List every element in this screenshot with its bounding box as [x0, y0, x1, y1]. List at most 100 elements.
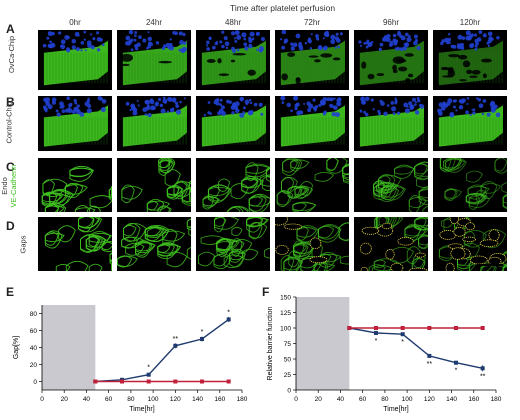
chart-f-annotation: ** — [427, 361, 433, 368]
chart-e-annotation: * — [147, 365, 150, 372]
time-label-72hr: 72hr — [303, 18, 320, 27]
chart-e: 0 20 40 60 80 100 120 140 160 180 0 20 40 60 80 Time[hr… — [13, 305, 248, 413]
chart-f-point — [480, 326, 485, 330]
scale-bar-a — [477, 83, 503, 85]
chart-f-y-tick-label: 100 — [280, 325, 291, 332]
row-label-ovca-chip: OvCa-Chip — [7, 35, 17, 74]
micrograph-b-0 — [38, 96, 112, 151]
chart-e-annotation: * — [201, 329, 204, 336]
micrograph-a-0 — [38, 30, 112, 90]
chart-f-y-tick-label: 25 — [284, 372, 292, 379]
chart-e-y-tick-label: 60 — [30, 328, 38, 335]
chart-e-y-tick-label: 40 — [30, 345, 38, 352]
chart-f-series-line-0 — [349, 327, 483, 369]
chart-f-ylabel: Relative barrier function — [267, 306, 274, 380]
chart-e-point — [120, 379, 124, 384]
micrograph-c-2 — [196, 158, 270, 212]
chart-f-point — [374, 330, 378, 335]
micrograph-b-3 — [275, 96, 349, 151]
panel-letter-e: E — [6, 285, 15, 299]
chart-f-x-tick-label: 40 — [337, 396, 345, 403]
scale-bar-d — [477, 264, 503, 266]
panel-letter-a: A — [6, 22, 15, 36]
chart-f-x-tick-label: 80 — [381, 396, 389, 403]
micrograph-b-4 — [354, 96, 428, 151]
chart-f: 0 20 40 60 80 100 120 140 160 180 0 25 50 75 100 125 150… — [267, 294, 502, 413]
micrograph-c-5 — [433, 158, 507, 212]
chart-f-x-tick-label: 60 — [359, 396, 367, 403]
micrograph-a-1 — [117, 30, 191, 90]
chart-f-point — [480, 366, 485, 371]
chart-f-x-tick-label: 120 — [424, 396, 435, 403]
chart-e-point — [200, 379, 204, 384]
chart-e-point — [226, 379, 231, 384]
chart-f-point — [454, 360, 458, 365]
micrograph-c-4 — [354, 158, 428, 212]
micrograph-d-0 — [38, 217, 112, 271]
chart-e-ylabel: Gap[%] — [13, 336, 20, 359]
chart-f-y-tick-label: 150 — [280, 294, 291, 301]
chart-e-point — [173, 343, 178, 348]
chart-f-annotation: * — [375, 338, 378, 345]
row-label-endo-vecadherin: Endo VE-Cadherin — [0, 163, 18, 209]
micrograph-d-4 — [354, 217, 428, 271]
chart-e-x-tick-label: 20 — [61, 396, 69, 403]
micrograph-c-3 — [275, 158, 349, 212]
micrograph-a-2 — [196, 30, 270, 90]
chart-e-x-tick-label: 100 — [148, 396, 159, 403]
chart-e-point — [173, 379, 178, 384]
chart-f-point — [400, 326, 405, 330]
chart-f-y-tick-label: 75 — [284, 341, 292, 348]
chart-f-point — [427, 353, 432, 358]
chart-f-point — [347, 326, 352, 330]
chart-e-point — [200, 337, 204, 341]
chart-f-annotation: ** — [480, 373, 486, 380]
chart-e-y-tick-label: 20 — [30, 362, 38, 369]
row-label-control-chip: Control-Chip — [4, 101, 14, 144]
chart-f-point — [374, 326, 378, 330]
time-label-120hr: 120hr — [459, 18, 481, 27]
chart-e-point — [146, 379, 151, 384]
row-label-endo: Endo — [0, 177, 9, 195]
chart-e-annotation: ** — [173, 336, 179, 343]
figure-top-title: Time after platelet perfusion — [230, 3, 336, 13]
chart-e-series-line-0 — [95, 318, 230, 383]
chart-f-annotation: * — [401, 339, 404, 346]
row-label-gaps: Gaps — [18, 235, 28, 254]
panel-letter-d: D — [6, 219, 15, 233]
chart-e-point — [93, 379, 98, 384]
chart-e-x-tick-label: 120 — [170, 396, 181, 403]
chart-f-x-tick-label: 160 — [468, 396, 479, 403]
chart-f-x-tick-label: 20 — [315, 396, 323, 403]
chart-f-x-tick-label: 140 — [446, 396, 457, 403]
chart-e-x-tick-label: 80 — [127, 396, 135, 403]
chart-f-annotation: * — [455, 368, 458, 375]
panel-letter-f: F — [262, 285, 270, 299]
micrograph-d-3 — [275, 217, 349, 271]
time-label-0hr: 0hr — [69, 18, 81, 27]
chart-e-x-tick-label: 140 — [192, 396, 203, 403]
panel-letter-b: B — [6, 95, 15, 109]
chart-f-shaded-region — [296, 297, 350, 390]
chart-e-x-tick-label: 40 — [83, 396, 91, 403]
micrograph-a-4 — [354, 30, 428, 90]
chart-f-y-tick-label: 125 — [280, 310, 291, 317]
chart-e-x-tick-label: 60 — [105, 396, 113, 403]
chart-f-x-tick-label: 0 — [294, 396, 298, 403]
chart-f-y-tick-label: 50 — [284, 356, 292, 363]
time-label-24hr: 24hr — [145, 18, 162, 27]
chart-f-point — [400, 332, 405, 337]
chart-e-point — [146, 372, 151, 377]
micrograph-d-1 — [117, 217, 191, 271]
panel-letter-c: C — [6, 160, 15, 174]
micrograph-b-5 — [433, 96, 507, 151]
chart-f-point — [427, 326, 432, 330]
time-label-96hr: 96hr — [382, 18, 399, 27]
micrograph-c-0 — [38, 158, 112, 212]
chart-e-x-tick-label: 0 — [40, 396, 44, 403]
micrograph-a-5 — [433, 30, 507, 90]
micrograph-a-3 — [275, 30, 349, 90]
micrograph-d-5 — [433, 217, 507, 271]
chart-e-annotation: * — [227, 309, 230, 316]
row-label-vecadherin: VE-Cadherin — [9, 164, 18, 208]
